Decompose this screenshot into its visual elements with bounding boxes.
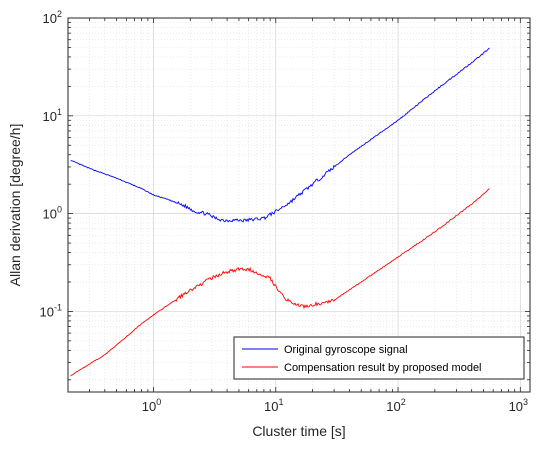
y-tick-label: 102 bbox=[43, 9, 62, 26]
series-line-original bbox=[70, 47, 490, 223]
y-tick-labels: 10-1 100 101 102 bbox=[40, 9, 62, 319]
plot-frame bbox=[67, 17, 531, 393]
x-tick-labels: 100 101 102 103 bbox=[142, 397, 528, 414]
legend-box bbox=[233, 336, 525, 380]
series-line-compensation bbox=[70, 188, 490, 377]
plot-area bbox=[68, 18, 530, 392]
y-tick-label: 10-1 bbox=[40, 302, 62, 319]
y-tick-label: 101 bbox=[43, 107, 62, 124]
y-tick-label: 100 bbox=[43, 205, 62, 222]
x-tick-label: 103 bbox=[509, 397, 528, 414]
x-tick-label: 102 bbox=[386, 397, 405, 414]
x-axis-label: Cluster time [s] bbox=[252, 423, 345, 439]
y-axis-label: Allan derivation [degree/h] bbox=[7, 124, 23, 287]
series-layer bbox=[70, 47, 490, 377]
legend-label-original: Original gyroscope signal bbox=[284, 344, 408, 356]
legend-label-compensation: Compensation result by proposed model bbox=[284, 362, 482, 374]
x-tick-label: 100 bbox=[142, 397, 161, 414]
legend: Original gyroscope signal Compensation r… bbox=[233, 336, 525, 380]
axis-ticks bbox=[67, 17, 530, 392]
x-tick-label: 101 bbox=[264, 397, 283, 414]
